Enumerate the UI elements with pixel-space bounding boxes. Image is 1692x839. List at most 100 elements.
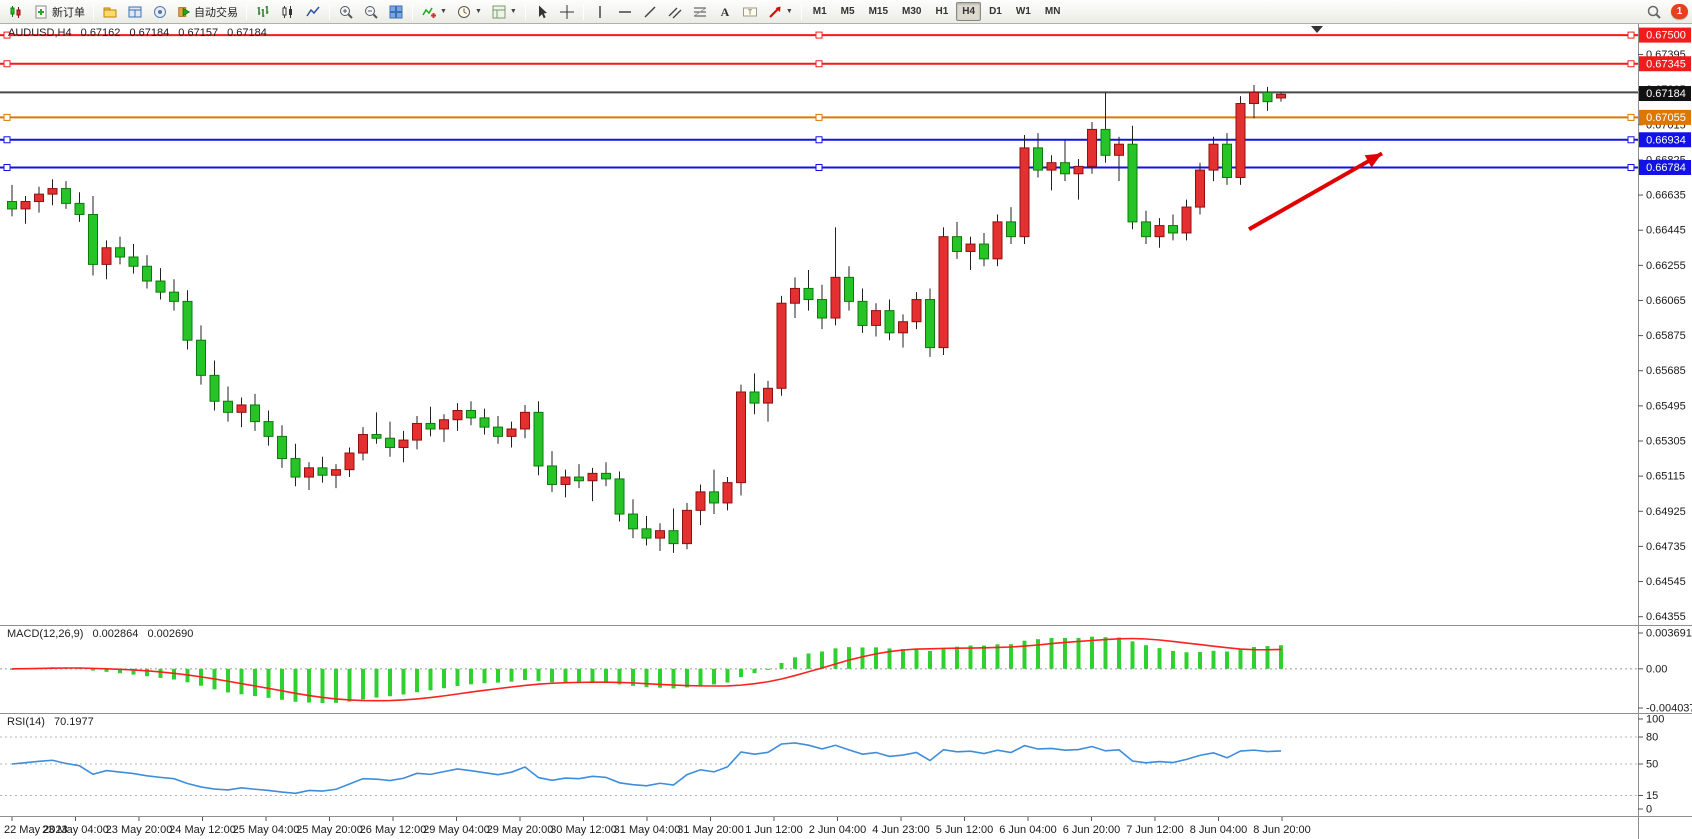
autotrading-button[interactable]: 自动交易 bbox=[173, 1, 242, 22]
svg-text:0.66065: 0.66065 bbox=[1646, 295, 1686, 307]
svg-text:29 May 04:00: 29 May 04:00 bbox=[423, 824, 490, 836]
fibonacci-icon bbox=[693, 7, 707, 16]
macd-signal-value: 0.002690 bbox=[147, 628, 194, 640]
autotrading-label: 自动交易 bbox=[194, 6, 238, 19]
svg-text:4 Jun 23:00: 4 Jun 23:00 bbox=[872, 824, 930, 836]
trendline-button[interactable] bbox=[638, 1, 662, 22]
search-button[interactable] bbox=[1642, 1, 1666, 22]
horizontal-line-icon bbox=[618, 10, 631, 13]
svg-text:0.66255: 0.66255 bbox=[1646, 260, 1686, 272]
svg-text:26 May 12:00: 26 May 12:00 bbox=[360, 824, 427, 836]
svg-text:30 May 12:00: 30 May 12:00 bbox=[550, 824, 617, 836]
arrows-button[interactable]: ▼ bbox=[763, 1, 797, 22]
vertical-line-button[interactable] bbox=[588, 1, 612, 22]
new-chart-button[interactable] bbox=[4, 1, 28, 22]
svg-text:80: 80 bbox=[1646, 732, 1658, 744]
toolbar-separator bbox=[582, 3, 584, 20]
bar-chart-button[interactable] bbox=[251, 1, 275, 22]
svg-text:T: T bbox=[748, 9, 753, 16]
arrows-icon bbox=[769, 6, 781, 18]
profiles-icon bbox=[103, 7, 117, 17]
svg-text:22 May 2023: 22 May 2023 bbox=[4, 824, 68, 836]
horizontal-line-button[interactable] bbox=[613, 1, 637, 22]
new-order-button[interactable]: 新订单 bbox=[29, 1, 89, 22]
ohlc-close: 0.67184 bbox=[227, 27, 267, 39]
timeframe-m15-button[interactable]: M15 bbox=[863, 2, 894, 21]
indicators-dropdown-caret: ▼ bbox=[440, 8, 447, 15]
svg-text:25 May 20:00: 25 May 20:00 bbox=[296, 824, 363, 836]
timeframe-w1-button[interactable]: W1 bbox=[1010, 2, 1037, 21]
new-chart-icon bbox=[10, 5, 21, 18]
candlestick-chart-icon bbox=[282, 5, 292, 18]
timeframe-h1-button[interactable]: H1 bbox=[929, 2, 954, 21]
market-icon bbox=[154, 5, 166, 18]
data-window-button[interactable] bbox=[123, 1, 147, 22]
symbol-period: AUDUSD,H4 bbox=[8, 27, 72, 39]
svg-text:0.64355: 0.64355 bbox=[1646, 611, 1686, 623]
timeframe-m30-button[interactable]: M30 bbox=[896, 2, 927, 21]
svg-text:15: 15 bbox=[1646, 790, 1658, 802]
svg-text:50: 50 bbox=[1646, 759, 1658, 771]
svg-text:23 May 20:00: 23 May 20:00 bbox=[106, 824, 173, 836]
crosshair-button[interactable] bbox=[555, 1, 579, 22]
svg-text:1 Jun 12:00: 1 Jun 12:00 bbox=[745, 824, 803, 836]
toolbar-separator bbox=[93, 3, 94, 20]
notification-badge[interactable]: 1 bbox=[1671, 4, 1688, 19]
line-chart-button[interactable] bbox=[301, 1, 325, 22]
text-button[interactable]: A bbox=[713, 1, 737, 22]
templates-button[interactable]: ▼ bbox=[487, 1, 521, 22]
zoom-out-icon bbox=[365, 5, 378, 19]
fibonacci-button[interactable] bbox=[688, 1, 712, 22]
timeframe-h4-button[interactable]: H4 bbox=[956, 2, 982, 21]
chart-symbol-label: AUDUSD,H4 0.67162 0.67184 0.67157 0.6718… bbox=[8, 27, 273, 39]
svg-text:7 Jun 12:00: 7 Jun 12:00 bbox=[1126, 824, 1184, 836]
svg-text:29 May 20:00: 29 May 20:00 bbox=[487, 824, 554, 836]
autotrading-play-icon bbox=[178, 6, 191, 17]
toolbar-separator bbox=[329, 3, 330, 20]
svg-text:31 May 20:00: 31 May 20:00 bbox=[677, 824, 744, 836]
toolbar-separator bbox=[412, 3, 413, 20]
timeframe-m5-button[interactable]: M5 bbox=[835, 2, 861, 21]
svg-text:0.67055: 0.67055 bbox=[1646, 112, 1686, 124]
svg-text:0.64925: 0.64925 bbox=[1646, 506, 1686, 518]
svg-text:8 Jun 04:00: 8 Jun 04:00 bbox=[1190, 824, 1248, 836]
rsi-label: RSI(14) 70.1977 bbox=[7, 716, 100, 728]
tile-windows-icon bbox=[389, 5, 403, 18]
equidistant-channel-icon bbox=[668, 7, 682, 18]
macd-value: 0.002864 bbox=[92, 628, 139, 640]
timeframe-group: M1 M5 M15 M30 H1 H4 D1 W1 MN bbox=[806, 2, 1068, 21]
svg-text:0.66784: 0.66784 bbox=[1646, 162, 1686, 174]
toolbar-separator bbox=[246, 3, 247, 20]
timeframe-m1-button[interactable]: M1 bbox=[807, 2, 833, 21]
candlestick-chart-button[interactable] bbox=[276, 1, 300, 22]
equidistant-channel-button[interactable] bbox=[663, 1, 687, 22]
line-chart-icon bbox=[306, 6, 320, 16]
profiles-button[interactable] bbox=[98, 1, 122, 22]
arrows-dropdown-caret: ▼ bbox=[785, 8, 793, 15]
svg-text:0.67500: 0.67500 bbox=[1646, 30, 1686, 42]
timeframe-mn-button[interactable]: MN bbox=[1039, 2, 1067, 21]
zoom-in-button[interactable] bbox=[334, 1, 358, 22]
market-button[interactable] bbox=[148, 1, 172, 22]
bar-chart-icon bbox=[257, 5, 269, 17]
zoom-out-button[interactable] bbox=[359, 1, 383, 22]
periods-dropdown-caret: ▼ bbox=[474, 8, 482, 15]
tile-windows-button[interactable] bbox=[384, 1, 408, 22]
zoom-in-icon bbox=[340, 5, 353, 19]
timeframe-d1-button[interactable]: D1 bbox=[983, 2, 1008, 21]
text-icon: A bbox=[720, 5, 729, 19]
templates-dropdown-caret: ▼ bbox=[509, 8, 517, 15]
svg-text:0.65305: 0.65305 bbox=[1646, 436, 1686, 448]
svg-text:0.64545: 0.64545 bbox=[1646, 576, 1686, 588]
macd-label: MACD(12,26,9) 0.002864 0.002690 bbox=[7, 628, 199, 640]
cursor-button[interactable] bbox=[530, 1, 554, 22]
indicators-icon bbox=[422, 7, 436, 18]
text-label-button[interactable]: T bbox=[738, 1, 762, 22]
periods-button[interactable]: ▼ bbox=[452, 1, 486, 22]
macd-name: MACD(12,26,9) bbox=[7, 628, 84, 640]
toolbar-separator bbox=[524, 3, 526, 20]
indicators-button[interactable]: ▼ bbox=[417, 1, 451, 22]
new-order-icon bbox=[35, 5, 47, 18]
svg-text:24 May 12:00: 24 May 12:00 bbox=[169, 824, 236, 836]
